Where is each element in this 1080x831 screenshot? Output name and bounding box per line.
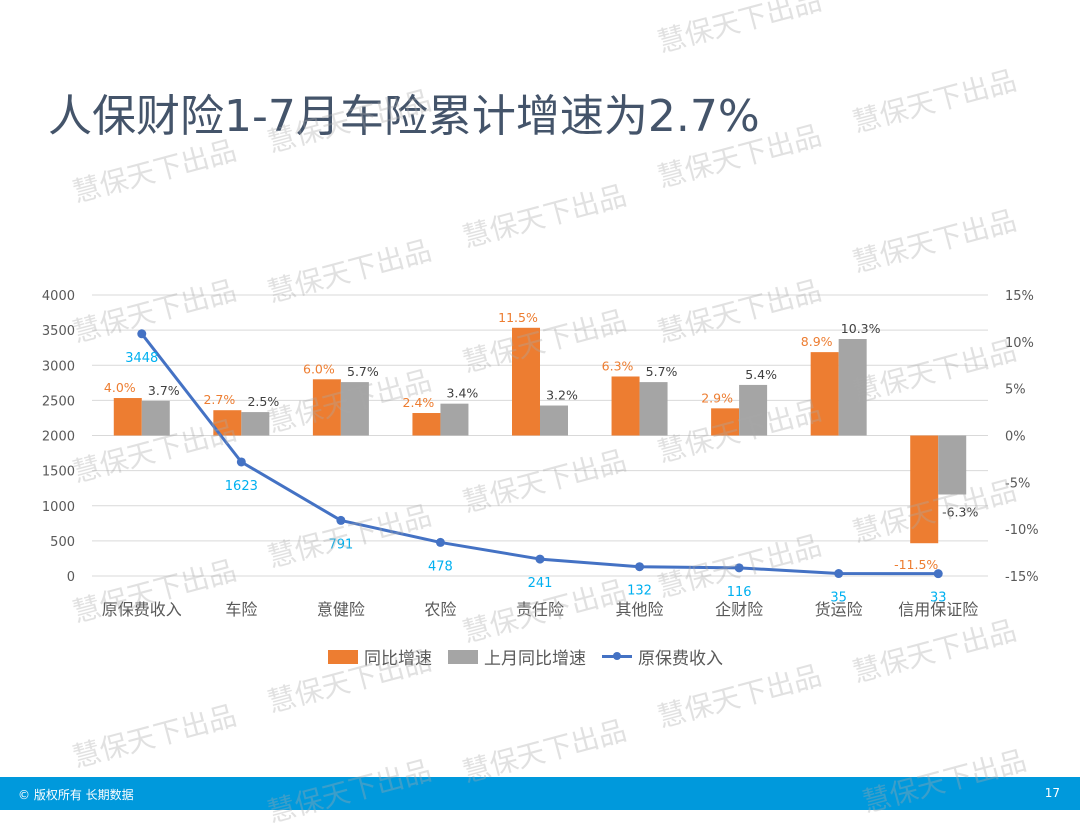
bar-prev-month-growth <box>938 435 967 495</box>
x-axis-category-label: 责任险 <box>516 600 564 619</box>
premium-data-label: 3448 <box>125 351 158 366</box>
premium-data-label: 33 <box>930 591 947 606</box>
x-axis-category-label: 货运险 <box>815 600 863 619</box>
premium-marker <box>734 563 744 573</box>
legend-swatch-orange <box>328 649 358 664</box>
x-axis-category-label: 原保费收入 <box>102 600 182 619</box>
left-axis-tick: 500 <box>50 535 75 550</box>
bar-data-label: 8.9% <box>801 334 833 349</box>
left-axis-tick: 4000 <box>42 289 75 304</box>
bar-data-label: -11.5% <box>894 557 938 572</box>
right-axis-tick: -5% <box>1005 476 1030 491</box>
bar-data-label: 6.0% <box>303 361 335 376</box>
bar-data-label: 4.0% <box>104 380 136 395</box>
premium-marker <box>236 457 246 467</box>
bar-data-label: 2.4% <box>403 395 435 410</box>
legend-label: 同比增速 <box>364 649 432 669</box>
bar-prev-month-growth <box>639 382 668 436</box>
bar-data-label: 2.9% <box>701 390 733 405</box>
bar-yoy-growth <box>910 435 939 544</box>
bar-data-label: 5.7% <box>646 364 678 379</box>
bar-prev-month-growth <box>340 382 369 436</box>
bar-yoy-growth <box>611 376 640 436</box>
left-axis-tick: 2500 <box>42 394 75 409</box>
premium-marker <box>635 562 645 572</box>
premium-data-label: 35 <box>830 591 847 606</box>
premium-data-label: 478 <box>428 559 453 574</box>
bar-data-label: 3.7% <box>148 383 180 398</box>
right-axis-tick: -10% <box>1005 523 1039 538</box>
premium-marker <box>933 569 943 579</box>
bar-prev-month-growth <box>241 412 270 436</box>
bar-yoy-growth <box>312 379 341 436</box>
bar-prev-month-growth <box>141 400 170 436</box>
bar-prev-month-growth <box>440 403 469 436</box>
bar-data-label: 3.4% <box>447 386 479 401</box>
bar-data-label: 10.3% <box>841 321 881 336</box>
bar-prev-month-growth <box>838 339 867 436</box>
premium-marker <box>435 537 445 547</box>
x-axis-category-label: 农险 <box>424 600 456 619</box>
premium-marker <box>137 329 147 339</box>
combo-chart: 4000 3500 3000 2500 2000 1500 1000 500 0 15% 10% 5%… <box>42 289 1039 619</box>
x-axis-category-label: 车险 <box>225 600 257 619</box>
premium-data-label: 791 <box>328 537 353 552</box>
legend-item-premium: 原保费收入 <box>602 644 723 669</box>
bar-data-label: 5.7% <box>347 364 379 379</box>
copyright-text: © 版权所有 长期数据 <box>18 788 134 802</box>
bar-data-label: 5.4% <box>745 367 777 382</box>
bar-yoy-growth <box>810 352 839 436</box>
premium-marker <box>535 554 545 564</box>
bar-prev-month-growth <box>739 384 768 436</box>
right-axis-tick: 10% <box>1005 336 1034 351</box>
premium-data-label: 116 <box>727 585 752 600</box>
legend-line-marker-icon <box>602 652 632 660</box>
left-axis-tick: 3000 <box>42 359 75 374</box>
bar-data-label: 2.5% <box>247 394 279 409</box>
page-title: 人保财险1-7月车险累计增速为2.7% <box>48 91 760 142</box>
premium-data-label: 1623 <box>225 479 258 494</box>
bar-data-label: 2.7% <box>203 392 235 407</box>
footer-bar: © 版权所有 长期数据 17 <box>0 777 1080 810</box>
bar-data-label: 6.3% <box>602 358 634 373</box>
premium-marker <box>336 515 346 525</box>
x-axis-category-label: 其他险 <box>616 600 664 619</box>
premium-data-label: 132 <box>627 584 652 599</box>
bar-yoy-growth <box>711 408 740 436</box>
bar-yoy-growth <box>412 413 441 436</box>
premium-marker <box>834 569 844 579</box>
left-axis-tick: 2000 <box>42 430 75 445</box>
legend-swatch-gray <box>448 649 478 664</box>
legend-label: 原保费收入 <box>638 649 723 669</box>
legend-label: 上月同比增速 <box>484 649 586 669</box>
premium-data-label: 241 <box>528 576 553 591</box>
left-axis-tick: 1500 <box>42 465 75 480</box>
x-axis-category-label: 企财险 <box>715 600 763 619</box>
bar-data-label: -6.3% <box>942 505 978 520</box>
chart-legend: 同比增速 上月同比增速 原保费收入 <box>328 644 739 669</box>
watermark-text: 慧保天下出品 <box>68 698 240 775</box>
left-axis-tick: 0 <box>67 570 75 585</box>
x-axis-category-label: 意健险 <box>317 600 365 619</box>
left-axis-tick: 1000 <box>42 500 75 515</box>
x-axis-category-label: 信用保证险 <box>898 600 978 619</box>
left-axis-tick: 3500 <box>42 324 75 339</box>
bar-data-label: 3.2% <box>546 388 578 403</box>
right-axis-tick: 0% <box>1005 430 1026 445</box>
bar-data-label: 11.5% <box>498 310 538 325</box>
bar-yoy-growth <box>512 327 540 436</box>
right-axis-tick: -15% <box>1005 570 1039 585</box>
right-axis-tick: 15% <box>1005 289 1034 304</box>
page-number: 17 <box>1044 786 1060 800</box>
bar-prev-month-growth <box>540 405 568 436</box>
legend-item-prev-month-growth: 上月同比增速 <box>448 644 586 669</box>
bar-yoy-growth <box>113 398 142 436</box>
legend-item-yoy-growth: 同比增速 <box>328 644 432 669</box>
right-axis-tick: 5% <box>1005 383 1026 398</box>
